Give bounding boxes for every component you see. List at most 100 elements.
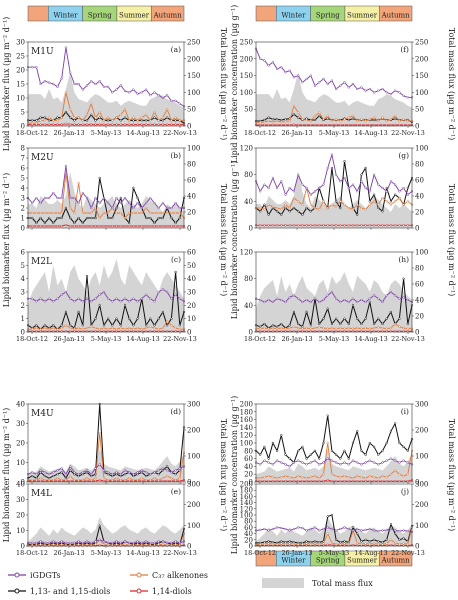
panel-i-point-diol_1315	[330, 449, 334, 452]
panel-i-point-c37	[339, 476, 342, 479]
panel-b-point-c37	[81, 211, 84, 215]
panel-e-point-igdgt	[174, 540, 177, 543]
panel-f-point-diol_114	[330, 123, 334, 127]
panel-j-point-c37	[271, 542, 275, 546]
panel-i-point-igdgt	[385, 459, 388, 462]
panel-b-point-diol_1315	[106, 216, 110, 220]
panel-j-point-c37	[372, 542, 376, 545]
panel-g-point-diol_114	[356, 224, 359, 227]
panel-j-point-igdgt	[356, 527, 359, 531]
panel-a-point-igdgt	[157, 94, 160, 97]
panel-g-point-diol_1315	[297, 210, 300, 213]
panel-i-point-c37	[326, 441, 329, 445]
panel-i-ytick-left-label: 120	[240, 432, 253, 440]
panel-d-point-c37	[69, 474, 72, 478]
panel-b-point-diol_1315	[35, 221, 38, 225]
panel-g-point-diol_114	[393, 224, 397, 227]
panel-i-point-igdgt	[364, 461, 367, 464]
panel-i-point-igdgt	[301, 461, 304, 464]
panel-d-point-diol_1315	[81, 473, 84, 476]
panel-c-point-c37	[73, 328, 76, 331]
panel-b-point-c37	[52, 211, 55, 215]
panel-c-point-diol_1315	[174, 270, 177, 274]
panel-e-point-igdgt	[56, 541, 59, 545]
panel-c-point-diol_1315	[60, 324, 63, 327]
panel-a-point-diol_1315	[161, 119, 165, 122]
panel-g-point-diol_114	[297, 224, 300, 227]
panel-g-mass-area	[256, 172, 412, 228]
panel-c-point-c37	[136, 326, 139, 330]
panel-f-point-c37	[313, 114, 317, 118]
panel-d-mooring-label: M4U	[31, 409, 54, 419]
panel-f-point-igdgt	[271, 61, 275, 64]
panel-g-point-igdgt	[339, 180, 342, 183]
panel-j-point-c37	[330, 541, 334, 545]
panel-i-point-igdgt	[292, 461, 296, 464]
panel-e-point-igdgt	[31, 541, 34, 545]
panel-b-point-igdgt	[52, 191, 55, 195]
panel-i-point-c37	[393, 469, 397, 472]
panel-i-point-igdgt	[347, 463, 350, 466]
panel-i-point-c37	[284, 474, 287, 478]
panel-j-point-diol_114	[326, 543, 329, 546]
panel-b-point-diol_114	[39, 224, 42, 228]
season-bar-top-right-season-0	[255, 5, 277, 22]
panel-i-point-diol_1315	[368, 441, 371, 445]
legend-swatch-mass	[262, 578, 304, 588]
panel-j-point-igdgt	[398, 529, 401, 533]
panel-d-point-c37	[102, 476, 106, 480]
panel-a-ytick-right-label: 250	[187, 39, 200, 47]
panel-d-point-igdgt	[102, 469, 106, 472]
panel-i-point-diol_1315	[301, 445, 304, 449]
panel-h-point-c37	[318, 326, 321, 329]
panel-e-point-igdgt	[47, 541, 51, 545]
panel-b-point-diol_1315	[178, 216, 181, 220]
panel-b-point-c37	[165, 211, 169, 215]
panel-h-point-c37	[263, 326, 266, 330]
panel-d-point-c37	[77, 478, 80, 482]
panel-j-point-igdgt	[271, 527, 275, 531]
panel-d-point-c37	[98, 432, 101, 435]
panel-c-point-diol_1315	[77, 310, 80, 314]
panel-c-ytick-right-label: 30	[187, 289, 196, 297]
panel-d-point-igdgt	[56, 469, 59, 472]
panel-f-point-c37	[360, 118, 363, 121]
panel-f-point-igdgt	[259, 57, 262, 60]
panel-d-point-diol_114	[140, 479, 143, 483]
panel-a-point-c37	[111, 119, 114, 122]
panel-c-point-diol_1315	[43, 324, 47, 327]
panel-i-ytick-left-label: 200	[240, 401, 253, 409]
panel-j-point-diol_1315	[360, 540, 363, 543]
panel-c-point-c37	[47, 328, 51, 331]
panel-f-point-diol_1315	[271, 118, 275, 121]
panel-a-point-diol_1315	[56, 116, 59, 119]
panel-f-point-igdgt	[326, 82, 329, 86]
panel-h-xtick-label: 22-Nov-13	[391, 335, 425, 343]
panel-g-point-diol_1315	[301, 213, 304, 216]
panel-d-point-diol_114	[94, 479, 97, 483]
panel-d-point-c37	[47, 478, 51, 482]
panel-j-point-igdgt	[360, 529, 363, 532]
panel-h-point-c37	[288, 326, 291, 330]
panel-f-point-c37	[406, 119, 409, 123]
panel-g-point-c37	[313, 206, 317, 210]
panel-b-point-diol_114	[144, 224, 148, 228]
panel-a-point-c37	[52, 119, 55, 122]
panel-d-point-diol_1315	[56, 473, 59, 476]
panel-h-point-diol_1315	[368, 300, 371, 304]
panel-b-point-diol_1315	[144, 216, 148, 220]
panel-h-point-c37	[301, 327, 304, 330]
panel-i-point-diol_1315	[313, 449, 317, 452]
panel-a-point-c37	[77, 116, 80, 119]
panel-f-point-diol_114	[318, 123, 321, 127]
panel-a-point-diol_114	[115, 123, 118, 126]
panel-i-point-igdgt	[259, 463, 262, 466]
panel-b-point-diol_114	[35, 224, 38, 228]
panel-d-point-igdgt	[98, 463, 101, 466]
panel-f-point-diol_114	[406, 123, 409, 127]
panel-j-ytick-left-label: 40	[244, 530, 253, 538]
panel-i-point-c37	[347, 476, 350, 479]
panel-e-point-c37	[144, 543, 148, 546]
panel-g-point-igdgt	[343, 176, 346, 180]
panel-h-point-igdgt	[280, 298, 283, 302]
